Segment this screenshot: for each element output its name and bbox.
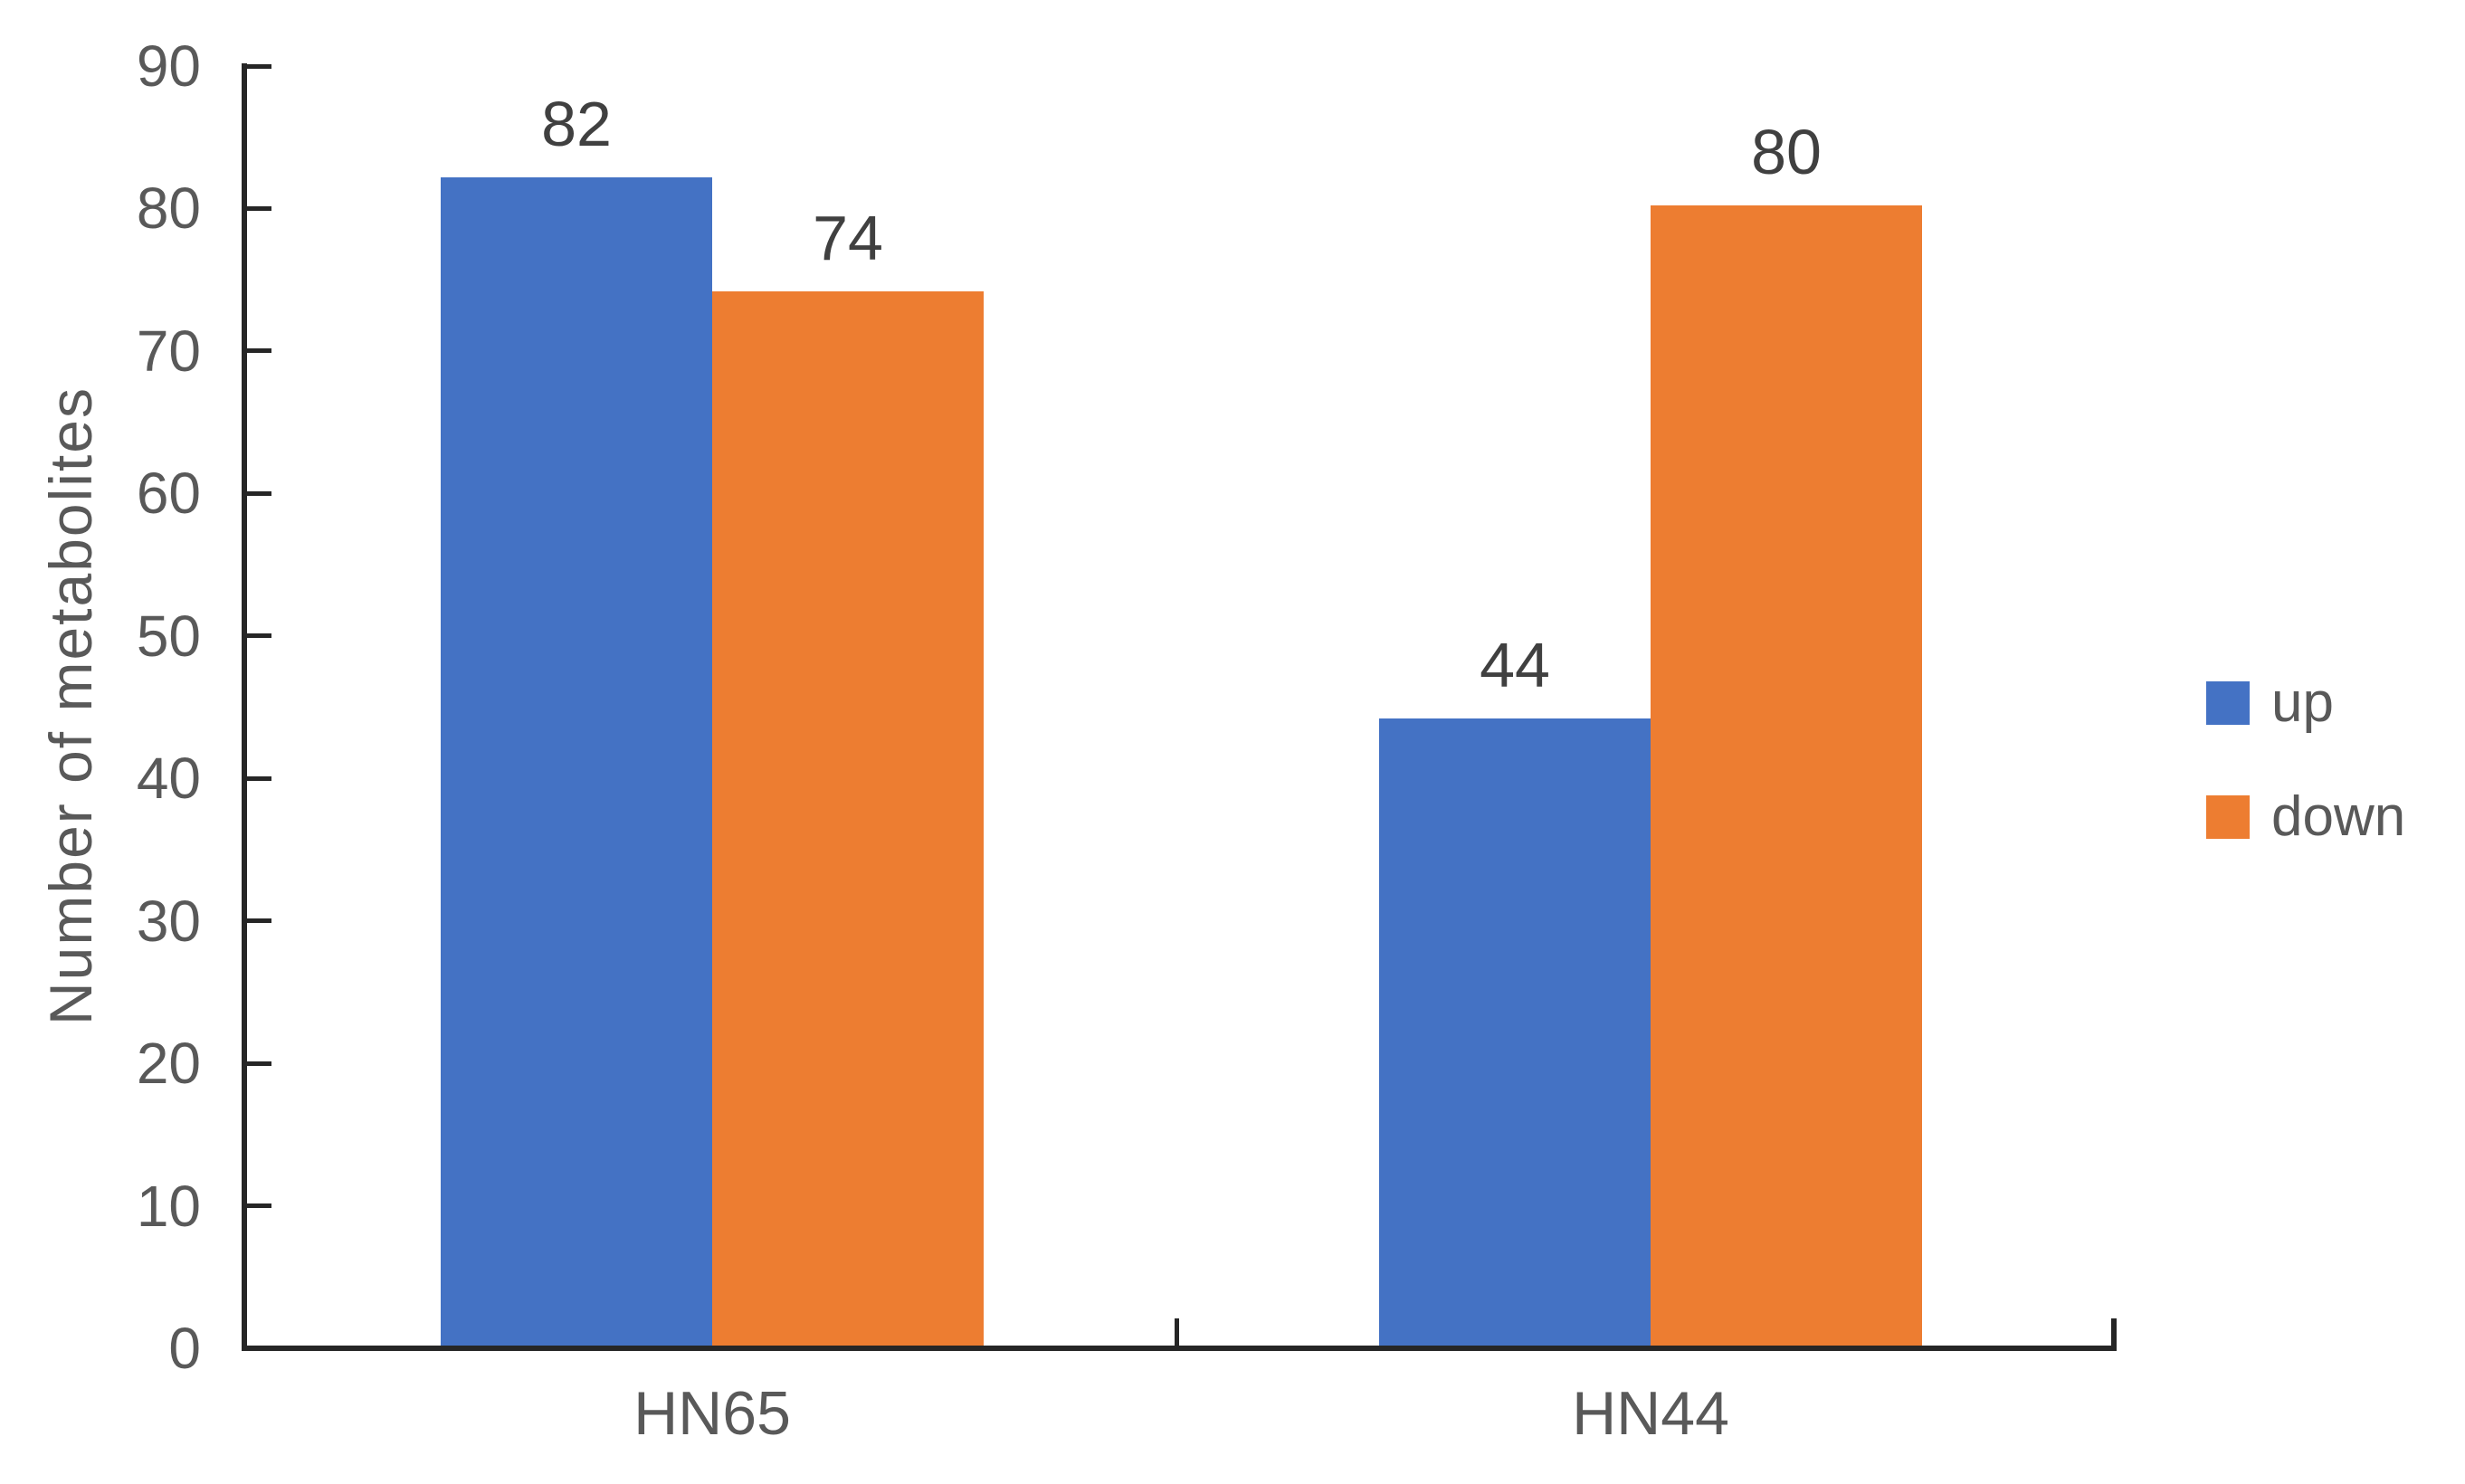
legend-label-up: up — [2271, 671, 2334, 734]
y-tick-label: 20 — [136, 1031, 201, 1096]
legend-item-up: up — [2206, 675, 2405, 731]
y-tick-label: 40 — [136, 746, 201, 811]
x-axis-tick — [2111, 1318, 2117, 1351]
bar-down-HN44 — [1651, 205, 1922, 1346]
bar-value-label: 80 — [1751, 117, 1822, 187]
x-axis-line — [242, 1346, 2117, 1351]
bar-value-label: 74 — [813, 203, 883, 273]
y-axis-tick — [247, 776, 271, 781]
y-tick-label: 30 — [136, 889, 201, 954]
legend: up down — [2206, 675, 2405, 845]
x-category-label: HN44 — [1572, 1379, 1729, 1448]
y-tick-label: 50 — [136, 604, 201, 669]
x-category-label: HN65 — [633, 1379, 791, 1448]
bar-value-label: 82 — [541, 89, 612, 159]
y-axis-line — [242, 63, 247, 1351]
y-axis-tick — [247, 1203, 271, 1208]
y-tick-label: 90 — [136, 33, 201, 99]
legend-swatch-down — [2206, 795, 2250, 839]
bar-up-HN65 — [441, 177, 712, 1346]
legend-swatch-up — [2206, 681, 2250, 725]
y-axis-tick — [247, 1061, 271, 1066]
y-tick-label: 70 — [136, 319, 201, 384]
y-tick-label: 80 — [136, 176, 201, 241]
x-axis-tick — [1175, 1318, 1179, 1351]
bar-value-label: 44 — [1480, 630, 1550, 700]
y-axis-tick — [247, 633, 271, 638]
legend-label-down: down — [2271, 785, 2406, 848]
legend-item-down: down — [2206, 789, 2405, 845]
y-tick-label: 60 — [136, 461, 201, 526]
y-axis-tick — [247, 918, 271, 923]
y-tick-label: 10 — [136, 1174, 201, 1239]
bar-down-HN65 — [712, 291, 984, 1346]
y-tick-label: 0 — [168, 1316, 201, 1381]
y-axis-tick — [247, 64, 271, 69]
bar-up-HN44 — [1379, 718, 1651, 1346]
y-axis-tick — [247, 206, 271, 211]
y-axis-tick — [247, 491, 271, 496]
y-axis-tick — [247, 348, 271, 353]
